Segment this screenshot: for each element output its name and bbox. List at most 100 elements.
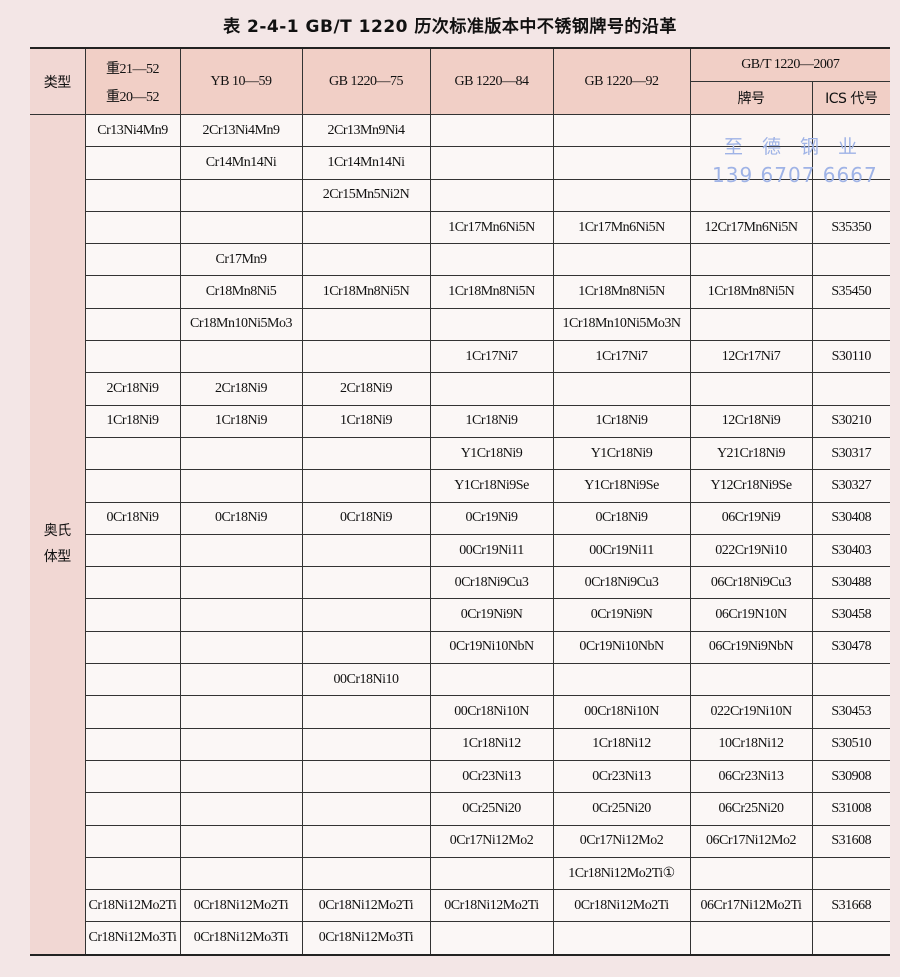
table-cell: [811, 663, 891, 697]
table-cell: [429, 146, 554, 180]
table-cell: 00Cr18Ni10N: [552, 695, 691, 729]
table-cell: [811, 243, 891, 277]
table-cell: [689, 146, 813, 180]
table-cell: Cr18Ni12Mo3Ti: [84, 921, 181, 956]
table-cell: [301, 307, 431, 342]
table-cell: [84, 566, 181, 600]
table-cell: [552, 663, 691, 697]
table-cell: [301, 210, 431, 245]
table-cell: Cr18Mn8Ni5: [179, 275, 303, 309]
table-cell: 1Cr18Ni9: [179, 404, 303, 438]
table-row: Cr14Mn14Ni 1Cr14Mn14Ni: [30, 146, 891, 180]
table-cell: [179, 792, 303, 826]
table-cell: [811, 178, 891, 212]
table-cell: 0Cr18Ni9Cu3: [429, 566, 554, 600]
table-row: 2Cr18Ni9 2Cr18Ni9 2Cr18Ni9: [30, 372, 891, 406]
table-cell: S30408: [811, 501, 891, 535]
table-cell: [429, 663, 554, 697]
table-cell: [811, 921, 891, 956]
table-row: 00Cr18Ni10: [30, 663, 891, 697]
table-cell: 00Cr19Ni11: [429, 533, 554, 568]
table-cell: S31008: [811, 792, 891, 826]
table-cell: 0Cr23Ni13: [552, 759, 691, 794]
table-row: 奥氏 体型 Cr13Ni4Mn9 2Cr13Ni4Mn9 2Cr13Mn9Ni4: [30, 113, 891, 956]
table-cell: 1Cr18Mn8Ni5N: [429, 275, 554, 309]
table-row: 2Cr15Mn5Ni2N: [30, 178, 891, 212]
table-cell: [552, 921, 691, 956]
table-cell: [179, 630, 303, 665]
table-cell: [429, 856, 554, 891]
grade-history-table-container: 类型 重21—52 重20—52 YB 10—59 GB 1220—75 GB …: [30, 47, 891, 956]
table-cell: [689, 372, 813, 406]
header-col1-line1: 重21—52: [106, 61, 160, 77]
table-cell: [84, 210, 181, 245]
table-cell: 00Cr18Ni10: [301, 663, 431, 697]
table-cell: [84, 533, 181, 568]
table-cell: Cr18Ni12Mo2Ti: [84, 889, 181, 923]
table-cell: [429, 921, 554, 956]
table-cell: [429, 372, 554, 406]
table-cell: [179, 663, 303, 697]
table-cell: [429, 243, 554, 277]
table-row: Cr18Ni12Mo2Ti 0Cr18Ni12Mo2Ti 0Cr18Ni12Mo2T…: [30, 889, 891, 923]
table-cell: S31668: [811, 889, 891, 923]
table-cell: S30458: [811, 598, 891, 632]
table-row: Cr18Ni12Mo3Ti 0Cr18Ni12Mo3Ti 0Cr18Ni12Mo3T…: [30, 921, 891, 956]
table-row: 0Cr18Ni9 0Cr18Ni9 0Cr18Ni9 0Cr19Ni9 0Cr18Ni9…: [30, 501, 891, 535]
table-row: 1Cr18Ni9 1Cr18Ni9 1Cr18Ni9 1Cr18Ni9 1Cr18Ni9…: [30, 404, 891, 438]
table-cell: 1Cr18Ni9: [84, 404, 181, 438]
table-row: 0Cr25Ni20 0Cr25Ni20 06Cr25Ni20 S31008: [30, 792, 891, 826]
table-cell: Cr18Mn10Ni5Mo3: [179, 307, 303, 342]
header-col6: 牌号: [689, 81, 813, 115]
table-cell: [84, 436, 181, 471]
table-cell: 1Cr18Ni9: [301, 404, 431, 438]
table-cell: [84, 792, 181, 826]
table-row: 1Cr17Mn6Ni5N 1Cr17Mn6Ni5N 12Cr17Mn6Ni5N S35…: [30, 210, 891, 245]
table-cell: 1Cr18Ni12: [429, 727, 554, 761]
table-cell: [552, 113, 691, 148]
table-cell: [301, 856, 431, 891]
table-cell: [811, 307, 891, 342]
table-row: Cr18Mn10Ni5Mo3 1Cr18Mn10Ni5Mo3N: [30, 307, 891, 342]
table-body: 奥氏 体型 Cr13Ni4Mn9 2Cr13Ni4Mn9 2Cr13Mn9Ni4 Cr14…: [30, 113, 891, 956]
table-cell: [301, 727, 431, 761]
table-row: 0Cr23Ni13 0Cr23Ni13 06Cr23Ni13 S30908: [30, 759, 891, 794]
table-cell: S30210: [811, 404, 891, 438]
table-cell: [689, 856, 813, 891]
table-cell: 1Cr17Mn6Ni5N: [552, 210, 691, 245]
table-cell: [179, 178, 303, 212]
table-cell: 0Cr25Ni20: [552, 792, 691, 826]
table-cell: S35350: [811, 210, 891, 245]
table-cell: S31608: [811, 824, 891, 858]
table-cell: 0Cr18Ni12Mo2Ti: [301, 889, 431, 923]
table-cell: 0Cr18Ni12Mo3Ti: [301, 921, 431, 956]
table-cell: [179, 566, 303, 600]
table-row: 1Cr17Ni7 1Cr17Ni7 12Cr17Ni7 S30110: [30, 340, 891, 374]
table-title: 表 2-4-1 GB/T 1220 历次标准版本中不锈钢牌号的沿革: [223, 17, 677, 37]
table-cell: 1Cr18Mn10Ni5Mo3N: [552, 307, 691, 342]
table-cell: [301, 792, 431, 826]
type-label: 体型: [43, 549, 71, 566]
table-cell: [179, 533, 303, 568]
table-cell: 0Cr23Ni13: [429, 759, 554, 794]
grade-history-table: 类型 重21—52 重20—52 YB 10—59 GB 1220—75 GB …: [30, 47, 891, 956]
table-cell: [811, 113, 891, 148]
table-cell: Y1Cr18Ni9Se: [429, 469, 554, 503]
table-cell: 1Cr18Mn8Ni5N: [301, 275, 431, 309]
table-cell: [84, 630, 181, 665]
table-cell: [179, 340, 303, 374]
table-cell: [84, 598, 181, 632]
header-col6-group: GB/T 1220—2007: [689, 47, 891, 82]
table-cell: 06Cr18Ni9Cu3: [689, 566, 813, 600]
table-cell: 1Cr17Ni7: [552, 340, 691, 374]
table-cell: 06Cr19N10N: [689, 598, 813, 632]
table-row: Cr17Mn9: [30, 243, 891, 277]
table-cell: 1Cr18Ni12Mo2Ti①: [552, 856, 691, 891]
type-cell: 奥氏 体型: [30, 113, 86, 956]
table-cell: 0Cr18Ni12Mo2Ti: [429, 889, 554, 923]
header-col5: GB 1220—92: [552, 47, 691, 115]
table-cell: [179, 856, 303, 891]
table-cell: [84, 759, 181, 794]
table-row: 1Cr18Ni12 1Cr18Ni12 10Cr18Ni12 S30510: [30, 727, 891, 761]
table-cell: 0Cr18Ni12Mo2Ti: [179, 889, 303, 923]
